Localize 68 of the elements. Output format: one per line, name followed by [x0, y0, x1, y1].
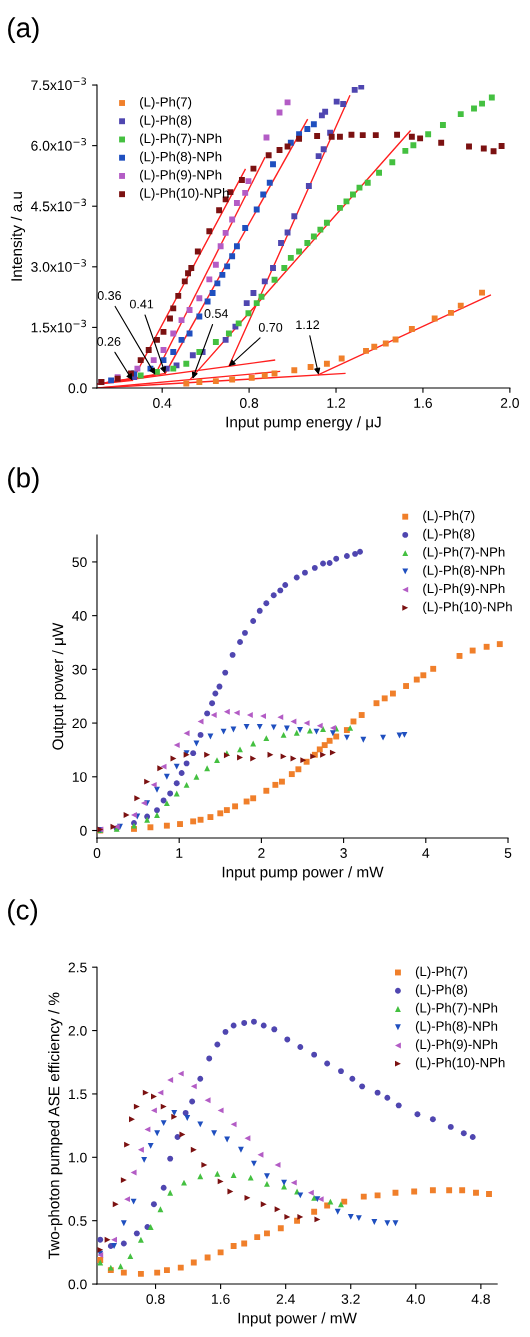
x-tick-label: 4.0: [406, 1294, 425, 1304]
y-tick-label: 50: [72, 557, 87, 568]
x-tick-label: 0: [93, 848, 101, 858]
y-axis-title: Intensity / a.u: [10, 192, 26, 281]
x-axis-title: Input pump energy / μJ: [226, 416, 381, 431]
legend-label: (L)-Ph(9)-NPh: [415, 1039, 498, 1052]
x-tick-label: 3: [340, 848, 347, 858]
y-tick-label: 6.0x10$^{−3}$: [31, 138, 86, 151]
x-tick-label: 1.2: [327, 398, 345, 408]
y-tick-label: 20: [72, 718, 87, 729]
y-tick-label: 40: [72, 610, 87, 621]
legend-label: (L)-Ph(7): [423, 510, 475, 523]
annotation: 0.70: [258, 322, 283, 332]
y-tick-label: 1.0: [69, 1152, 87, 1163]
x-tick-label: 5: [504, 848, 512, 858]
y-tick-label: 1.5x10$^{−3}$: [31, 319, 86, 333]
x-tick-label: 1.6: [212, 1294, 230, 1304]
y-axis-title: Output power / μW: [52, 622, 67, 750]
legend-label: (L)-Ph(7): [415, 966, 468, 979]
x-tick-label: 0.8: [146, 1294, 165, 1304]
annotation: 1.12: [296, 320, 320, 330]
x-tick-label: 0.8: [239, 398, 259, 408]
legend-label: (L)-Ph(7)-NPh: [415, 1002, 498, 1016]
y-tick-label: 0: [80, 825, 87, 836]
x-axis-title: Input pump power / mW: [222, 866, 384, 881]
x-tick-label: 3.2: [341, 1294, 360, 1304]
y-tick-label: 0.0: [68, 1279, 87, 1290]
y-tick-label: 4.5x10$^{−3}$: [30, 198, 86, 212]
chart-title: (a): [8, 17, 39, 44]
y-tick-label: 7.5x10$^{−3}$: [31, 77, 86, 91]
y-tick-label: 0.5: [68, 1216, 87, 1226]
y-tick-label: 0.0: [68, 383, 87, 394]
x-tick-label: 1.6: [414, 398, 432, 408]
legend-label: (L)-Ph(8)-NPh: [415, 1021, 498, 1034]
x-axis-title: Input power / mW: [238, 1312, 357, 1327]
y-tick-label: 2.5: [68, 962, 87, 973]
legend-label: (L)-Ph(8)-NPh: [140, 151, 222, 164]
y-tick-label: 2.0: [68, 1025, 87, 1036]
x-tick-label: 2: [258, 848, 265, 858]
annotation: 0.41: [129, 299, 154, 309]
y-tick-label: 3.0x10$^{−3}$: [31, 259, 86, 272]
x-tick-label: 2.4: [276, 1294, 295, 1304]
y-axis-title: Two-photon pumped ASE efficiency / %: [48, 992, 63, 1259]
legend-label: (L)-Ph(7)-NPh: [423, 547, 505, 560]
legend-label: (L)-Ph(10)-NPh: [415, 1057, 505, 1070]
legend-label: (L)-Ph(9)-NPh: [423, 583, 505, 596]
y-tick-label: 10: [72, 772, 87, 782]
y-tick-label: 30: [72, 664, 87, 675]
legend-label: (L)-Ph(8)-NPh: [423, 565, 505, 578]
chart-title: (c): [8, 899, 38, 926]
y-tick-label: 1.5: [69, 1089, 87, 1100]
legend-label: (L)-Ph(10)-NPh: [140, 188, 229, 201]
legend-label: (L)-Ph(9)-NPh: [140, 169, 222, 183]
x-tick-label: 4.8: [471, 1294, 490, 1304]
annotation: 0.26: [97, 337, 121, 346]
annotation: 0.54: [204, 309, 229, 318]
legend-label: (L)-Ph(7): [140, 96, 192, 110]
legend-label: (L)-Ph(7)-NPh: [140, 133, 222, 146]
legend-label: (L)-Ph(8): [423, 528, 475, 542]
legend-label: (L)-Ph(8): [140, 115, 192, 128]
annotation: 0.36: [97, 291, 122, 300]
x-tick-label: 1: [176, 848, 183, 858]
x-tick-label: 2.0: [500, 398, 519, 408]
x-tick-label: 0.4: [153, 398, 172, 408]
x-tick-label: 4: [422, 848, 430, 858]
legend-label: (L)-Ph(10)-NPh: [423, 601, 512, 615]
legend-label: (L)-Ph(8): [415, 984, 468, 997]
chart-title: (b): [8, 467, 39, 494]
